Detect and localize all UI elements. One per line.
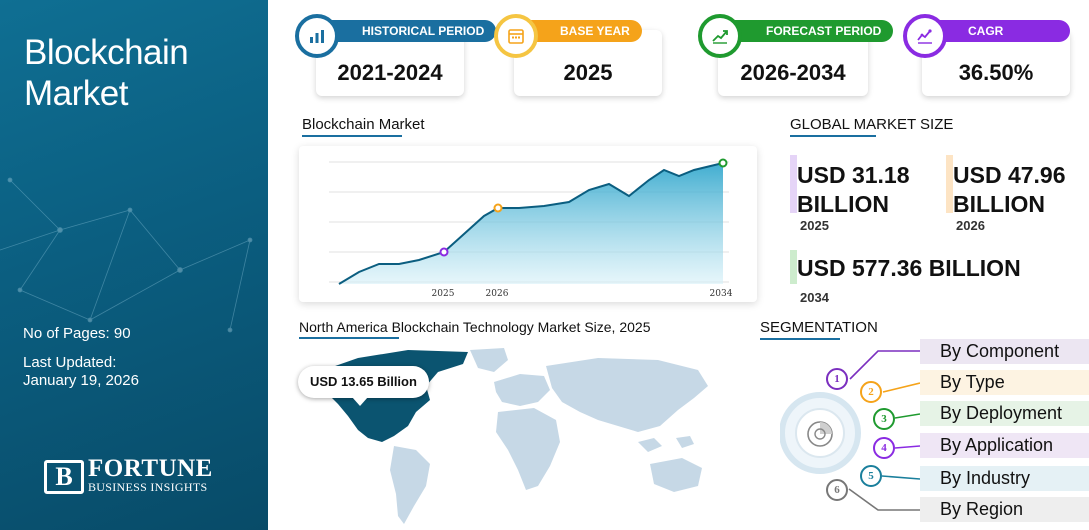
logo-mark-icon: B bbox=[44, 459, 84, 494]
segmentation-connectors bbox=[780, 350, 920, 511]
last-updated-date: January 19, 2026 bbox=[23, 372, 139, 389]
bar-chart-icon bbox=[295, 14, 339, 58]
cagr-label: CAGR bbox=[924, 20, 1070, 42]
market-size-2026-year: 2026 bbox=[956, 218, 985, 233]
map-heading-underline bbox=[299, 337, 399, 339]
europe-region bbox=[494, 374, 550, 406]
growth-chart-icon bbox=[698, 14, 742, 58]
map-heading-text: North America Blockchain Technology Mark… bbox=[299, 319, 651, 335]
chart-heading-underline bbox=[302, 135, 402, 137]
callout-pointer bbox=[352, 397, 368, 406]
segment-number-1: 1 bbox=[826, 368, 848, 390]
segmentation-heading: SEGMENTATION bbox=[760, 319, 878, 340]
islands-region bbox=[638, 436, 694, 452]
market-chart: 2025 2026 2034 bbox=[299, 146, 757, 302]
forecast-period-value: 2026-2034 bbox=[740, 60, 846, 85]
segmentation-heading-text: SEGMENTATION bbox=[760, 319, 878, 336]
analytics-icon bbox=[903, 14, 947, 58]
greenland-region bbox=[470, 348, 508, 372]
calendar-icon bbox=[494, 14, 538, 58]
fortune-logo[interactable]: B FORTUNE BUSINESS INSIGHTS bbox=[44, 455, 213, 495]
segment-by-application[interactable]: By Application bbox=[920, 433, 1089, 458]
base-year-label: BASE YEAR bbox=[516, 20, 642, 42]
segment-number-2: 2 bbox=[860, 381, 882, 403]
last-updated-label: Last Updated: bbox=[23, 354, 117, 371]
page-count: No of Pages: 90 bbox=[23, 325, 131, 342]
page-title: Blockchain Market bbox=[24, 33, 189, 113]
logo-tagline: BUSINESS INSIGHTS bbox=[88, 480, 208, 494]
historical-period-value: 2021-2024 bbox=[337, 60, 443, 85]
chart-area bbox=[339, 163, 723, 284]
base-year-value: 2025 bbox=[563, 60, 613, 85]
market-size-2026-value: USD 47.96 BILLION bbox=[953, 162, 1066, 217]
chart-heading-text: Blockchain Market bbox=[302, 116, 425, 133]
segmentation-heading-underline bbox=[760, 338, 840, 340]
segmentation-hub-icon bbox=[807, 421, 833, 447]
africa-region bbox=[496, 408, 560, 490]
global-market-heading: GLOBAL MARKET SIZE bbox=[790, 116, 954, 137]
segment-number-6: 6 bbox=[826, 479, 848, 501]
market-size-2026-bar bbox=[946, 155, 953, 213]
chart-svg: 2025 2026 2034 bbox=[329, 158, 733, 299]
global-market-heading-text: GLOBAL MARKET SIZE bbox=[790, 116, 954, 133]
segment-by-industry[interactable]: By Industry bbox=[920, 466, 1089, 491]
global-market-heading-underline bbox=[790, 135, 876, 137]
segment-by-deployment[interactable]: By Deployment bbox=[920, 401, 1089, 426]
segment-by-type[interactable]: By Type bbox=[920, 370, 1089, 395]
market-size-2034: USD 577.36 BILLION 2034 bbox=[790, 250, 1080, 306]
segment-number-3: 3 bbox=[873, 408, 895, 430]
chart-marker-2034 bbox=[718, 158, 728, 168]
logo-name: FORTUNE bbox=[88, 455, 213, 482]
market-size-2034-value: USD 577.36 BILLION bbox=[797, 255, 1021, 281]
asia-region bbox=[546, 358, 708, 432]
forecast-period-label: FORECAST PERIOD bbox=[722, 20, 894, 42]
north-america-callout: USD 13.65 Billion bbox=[298, 366, 429, 398]
market-size-2025-bar bbox=[790, 155, 797, 213]
market-size-2025: USD 31.18 BILLION 2025 bbox=[790, 155, 940, 235]
cagr-value: 36.50% bbox=[958, 60, 1034, 85]
chart-marker-2026 bbox=[493, 203, 503, 213]
historical-period-label: HISTORICAL PERIOD bbox=[318, 20, 497, 42]
chart-x-labels: 2025 2026 2034 bbox=[432, 289, 733, 299]
segment-by-region[interactable]: By Region bbox=[920, 497, 1089, 522]
market-size-2025-year: 2025 bbox=[800, 218, 829, 233]
chart-x-label: 2034 bbox=[710, 289, 733, 299]
market-size-2026: USD 47.96 BILLION 2026 bbox=[946, 155, 1086, 235]
network-pattern bbox=[0, 177, 253, 333]
chart-markers bbox=[439, 158, 728, 257]
market-size-2034-bar bbox=[790, 250, 797, 284]
segment-number-5: 5 bbox=[860, 465, 882, 487]
market-size-2025-value: USD 31.18 BILLION bbox=[797, 162, 910, 217]
segment-by-component[interactable]: By Component bbox=[920, 339, 1089, 364]
australia-region bbox=[650, 458, 702, 492]
chart-x-label: 2026 bbox=[486, 289, 509, 299]
map-heading: North America Blockchain Technology Mark… bbox=[299, 319, 651, 339]
segment-number-4: 4 bbox=[873, 437, 895, 459]
market-size-2034-year: 2034 bbox=[800, 290, 829, 305]
chart-heading: Blockchain Market bbox=[302, 116, 425, 137]
chart-x-label: 2025 bbox=[432, 289, 455, 299]
sidebar: Blockchain Market No of Pages: 90 Last U… bbox=[0, 0, 268, 530]
south-america-region bbox=[390, 446, 430, 524]
chart-marker-2025 bbox=[439, 247, 449, 257]
chart-line bbox=[338, 162, 724, 285]
